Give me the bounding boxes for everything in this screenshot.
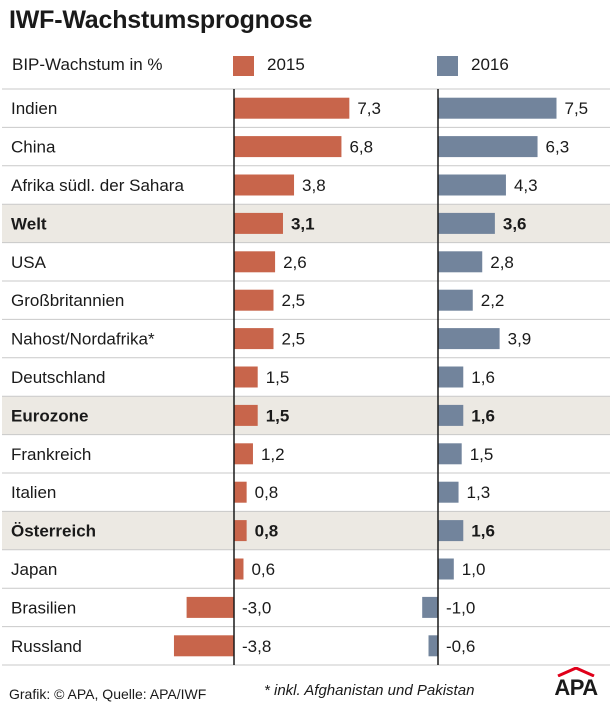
bar-2016-6 xyxy=(438,328,500,350)
highlight-row-3 xyxy=(2,204,610,243)
bar-2015-0 xyxy=(234,97,350,119)
category-label-12: Japan xyxy=(11,560,57,579)
category-label-14: Russland xyxy=(11,637,82,656)
value-label-2016-11: 1,6 xyxy=(471,522,495,541)
legend-swatch-2015 xyxy=(233,56,254,76)
category-label-8: Eurozone xyxy=(11,406,88,425)
category-label-5: Großbritannien xyxy=(11,291,124,310)
bar-2015-1 xyxy=(234,136,342,158)
bar-2016-3 xyxy=(438,212,495,234)
footnote: * inkl. Afghanistan und Pakistan xyxy=(264,682,475,699)
apa-logo-text: APA xyxy=(554,675,598,700)
bar-2015-14 xyxy=(173,635,234,657)
bar-2016-7 xyxy=(438,366,464,388)
value-label-2016-2: 4,3 xyxy=(514,176,538,195)
category-label-11: Österreich xyxy=(11,522,96,541)
category-label-9: Frankreich xyxy=(11,445,91,464)
bar-2016-4 xyxy=(438,251,483,273)
category-label-4: USA xyxy=(11,253,47,272)
apa-logo-caret-icon xyxy=(557,667,595,677)
category-label-10: Italien xyxy=(11,483,56,502)
value-label-2016-8: 1,6 xyxy=(471,406,495,425)
value-label-2016-10: 1,3 xyxy=(467,483,491,502)
bar-chart: Indien 7,3 7,5 China 6,8 6,3 Afrika südl. der … xyxy=(2,88,610,666)
bar-2016-10 xyxy=(438,481,459,503)
bar-2016-1 xyxy=(438,136,538,158)
legend-label-2015: 2015 xyxy=(267,55,305,74)
bar-2015-2 xyxy=(234,174,295,196)
value-label-2015-5: 2,5 xyxy=(282,291,306,310)
value-label-2016-9: 1,5 xyxy=(470,445,494,464)
value-label-2015-14: -3,8 xyxy=(242,637,271,656)
value-label-2016-6: 3,9 xyxy=(508,330,532,349)
bar-2015-12 xyxy=(234,558,244,580)
bar-2016-8 xyxy=(438,404,464,426)
bar-2016-11 xyxy=(438,520,464,542)
value-label-2016-0: 7,5 xyxy=(565,99,589,118)
bar-2016-9 xyxy=(438,443,462,465)
bar-2015-11 xyxy=(234,520,247,542)
source-credit: Grafik: © APA, Quelle: APA/IWF xyxy=(9,686,207,702)
legend-swatch-2016 xyxy=(437,56,458,76)
value-label-2016-5: 2,2 xyxy=(481,291,505,310)
value-label-2016-7: 1,6 xyxy=(471,368,495,387)
value-label-2015-12: 0,6 xyxy=(251,560,275,579)
bar-2015-4 xyxy=(234,251,276,273)
value-label-2016-13: -1,0 xyxy=(446,598,475,617)
value-label-2015-13: -3,0 xyxy=(242,598,271,617)
bar-2016-12 xyxy=(438,558,454,580)
bar-2016-5 xyxy=(438,289,473,311)
value-label-2016-3: 3,6 xyxy=(503,214,527,233)
bar-2015-9 xyxy=(234,443,253,465)
value-label-2016-1: 6,3 xyxy=(546,138,570,157)
category-label-0: Indien xyxy=(11,99,57,118)
value-label-2016-12: 1,0 xyxy=(462,560,486,579)
value-label-2016-14: -0,6 xyxy=(446,637,475,656)
value-label-2015-2: 3,8 xyxy=(302,176,326,195)
bar-2015-13 xyxy=(186,596,234,618)
category-label-7: Deutschland xyxy=(11,368,106,387)
bar-2015-8 xyxy=(234,404,258,426)
value-label-2016-4: 2,8 xyxy=(490,253,514,272)
chart-title: IWF-Wachstumsprognose xyxy=(9,6,313,34)
category-label-1: China xyxy=(11,138,56,157)
y-axis-label: BIP-Wachstum in % xyxy=(12,55,163,74)
value-label-2015-6: 2,5 xyxy=(282,330,306,349)
bar-2016-13 xyxy=(422,596,438,618)
bar-2015-6 xyxy=(234,328,274,350)
value-label-2015-11: 0,8 xyxy=(255,522,279,541)
category-label-6: Nahost/Nordafrika* xyxy=(11,330,155,349)
legend-label-2016: 2016 xyxy=(471,55,509,74)
bar-2015-10 xyxy=(234,481,247,503)
bar-2016-14 xyxy=(428,635,438,657)
value-label-2015-7: 1,5 xyxy=(266,368,290,387)
category-label-13: Brasilien xyxy=(11,598,76,617)
highlight-row-8 xyxy=(2,396,610,435)
bar-2015-3 xyxy=(234,212,283,234)
bar-2015-7 xyxy=(234,366,258,388)
value-label-2015-4: 2,6 xyxy=(283,253,307,272)
bar-2015-5 xyxy=(234,289,274,311)
value-label-2015-3: 3,1 xyxy=(291,214,315,233)
value-label-2015-10: 0,8 xyxy=(255,483,279,502)
category-label-2: Afrika südl. der Sahara xyxy=(11,176,184,195)
bar-2016-2 xyxy=(438,174,506,196)
apa-logo: APA xyxy=(544,667,608,705)
highlight-row-11 xyxy=(2,511,610,550)
value-label-2015-8: 1,5 xyxy=(266,406,290,425)
value-label-2015-1: 6,8 xyxy=(349,138,373,157)
bar-2016-0 xyxy=(438,97,557,119)
category-label-3: Welt xyxy=(11,214,47,233)
value-label-2015-0: 7,3 xyxy=(357,99,381,118)
value-label-2015-9: 1,2 xyxy=(261,445,285,464)
